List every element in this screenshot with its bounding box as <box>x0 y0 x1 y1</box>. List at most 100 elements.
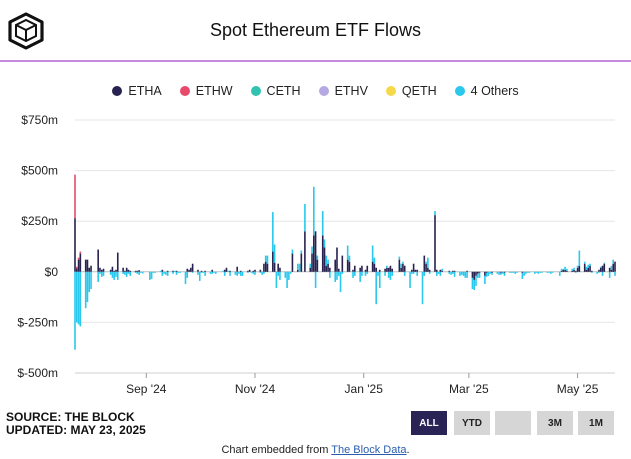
bar-4-others[interactable] <box>571 268 574 271</box>
bar-4-others[interactable] <box>425 261 427 264</box>
bar-4-others[interactable] <box>608 271 611 278</box>
bar-4-others[interactable] <box>202 271 205 273</box>
bar-4-others[interactable] <box>264 255 267 262</box>
bar-etha[interactable] <box>428 269 431 272</box>
bar-4-others[interactable] <box>346 245 349 260</box>
bar-4-others[interactable] <box>562 268 565 270</box>
bar-4-others[interactable] <box>450 271 452 275</box>
bar-4-others[interactable] <box>109 271 112 275</box>
bar-4-others[interactable] <box>316 255 319 260</box>
bar-4-others[interactable] <box>398 256 401 260</box>
bar-etha[interactable] <box>266 263 269 272</box>
bar-4-others[interactable] <box>204 271 206 276</box>
bar-etha[interactable] <box>86 259 89 272</box>
bar-4-others[interactable] <box>172 271 174 274</box>
bar-etha[interactable] <box>161 269 164 272</box>
bar-etha[interactable] <box>400 267 402 272</box>
bar-4-others[interactable] <box>384 271 386 276</box>
bar-4-others[interactable] <box>587 264 590 268</box>
bar-etha[interactable] <box>84 259 87 272</box>
bar-etha[interactable] <box>175 270 178 272</box>
bar-4-others[interactable] <box>288 271 290 280</box>
bar-etha[interactable] <box>612 263 615 272</box>
bar-4-others[interactable] <box>366 271 369 274</box>
bar-etha[interactable] <box>311 253 313 272</box>
bar-etha[interactable] <box>471 271 474 278</box>
bar-4-others[interactable] <box>434 211 436 216</box>
bar-4-others[interactable] <box>124 271 126 275</box>
bar-4-others[interactable] <box>596 271 598 274</box>
bar-4-others[interactable] <box>323 239 326 248</box>
bar-etha[interactable] <box>313 235 315 272</box>
bar-etha[interactable] <box>452 270 454 272</box>
bar-etha[interactable] <box>576 267 579 272</box>
bar-etha[interactable] <box>473 271 476 280</box>
bar-4-others[interactable] <box>598 271 600 273</box>
bar-etha[interactable] <box>411 269 413 272</box>
bar-4-others[interactable] <box>263 271 265 274</box>
bar-etha[interactable] <box>491 271 493 273</box>
bar-4-others[interactable] <box>197 271 199 275</box>
bar-4-others[interactable] <box>525 271 527 274</box>
bar-etha[interactable] <box>329 267 331 272</box>
bar-4-others[interactable] <box>222 270 224 272</box>
bar-etha[interactable] <box>583 263 586 272</box>
bar-etha[interactable] <box>608 267 611 272</box>
bar-4-others[interactable] <box>528 271 531 273</box>
bar-4-others[interactable] <box>387 271 390 278</box>
bar-etha[interactable] <box>578 265 581 272</box>
bar-etha[interactable] <box>601 265 604 272</box>
bar-etha[interactable] <box>316 259 319 272</box>
bar-etha[interactable] <box>562 269 565 272</box>
bar-etha[interactable] <box>412 263 415 272</box>
bar-etha[interactable] <box>296 269 299 272</box>
bar-4-others[interactable] <box>266 255 269 264</box>
the-block-logo-icon[interactable] <box>6 10 46 50</box>
bar-4-others[interactable] <box>541 271 543 273</box>
bar-4-others[interactable] <box>537 271 540 274</box>
bar-4-others[interactable] <box>375 271 377 305</box>
bar-4-others[interactable] <box>489 271 492 274</box>
bar-4-others[interactable] <box>361 271 363 276</box>
bar-4-others[interactable] <box>460 271 463 275</box>
bar-4-others[interactable] <box>437 271 440 274</box>
bar-4-others[interactable] <box>539 271 541 273</box>
bar-etha[interactable] <box>127 269 130 272</box>
bar-etha[interactable] <box>364 269 367 272</box>
bar-4-others[interactable] <box>300 250 303 254</box>
bar-4-others[interactable] <box>284 271 287 278</box>
bar-4-others[interactable] <box>272 212 274 252</box>
bar-4-others[interactable] <box>403 271 406 276</box>
bar-etha[interactable] <box>97 249 99 272</box>
bar-etha[interactable] <box>375 267 377 272</box>
bar-4-others[interactable] <box>97 271 99 282</box>
bar-4-others[interactable] <box>161 271 164 276</box>
bar-4-others[interactable] <box>314 271 317 288</box>
bar-4-others[interactable] <box>286 271 288 288</box>
legend-item-qeth[interactable]: QETH <box>385 84 437 98</box>
bar-4-others[interactable] <box>514 271 516 274</box>
bar-etha[interactable] <box>366 265 369 272</box>
range-all-button[interactable]: ALL <box>411 411 447 435</box>
bar-4-others[interactable] <box>500 272 502 275</box>
bar-4-others[interactable] <box>90 271 92 290</box>
bar-4-others[interactable] <box>154 271 156 273</box>
bar-ethw[interactable] <box>75 266 78 269</box>
bar-4-others[interactable] <box>291 249 294 254</box>
bar-etha[interactable] <box>414 269 417 272</box>
bar-4-others[interactable] <box>186 271 189 278</box>
bar-4-others[interactable] <box>127 271 130 274</box>
bar-etha[interactable] <box>309 267 312 272</box>
bar-4-others[interactable] <box>334 271 336 282</box>
bar-4-others[interactable] <box>354 271 356 276</box>
bar-etha[interactable] <box>273 262 276 272</box>
bar-4-others[interactable] <box>452 271 454 274</box>
bar-4-others[interactable] <box>501 271 504 274</box>
bar-etha[interactable] <box>172 270 174 272</box>
bar-etha[interactable] <box>341 255 344 272</box>
bar-4-others[interactable] <box>236 271 238 276</box>
bar-4-others[interactable] <box>471 277 474 290</box>
bar-4-others[interactable] <box>439 271 442 276</box>
bar-4-others[interactable] <box>448 271 451 274</box>
bar-4-others[interactable] <box>191 271 194 273</box>
